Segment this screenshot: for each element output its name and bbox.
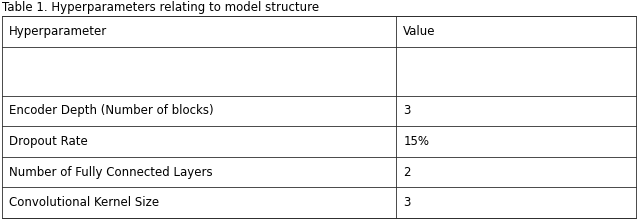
- Text: Encoder Depth (Number of blocks): Encoder Depth (Number of blocks): [9, 104, 214, 117]
- Text: Dropout Rate: Dropout Rate: [9, 135, 88, 148]
- Text: Hyperparameter: Hyperparameter: [9, 25, 108, 38]
- Text: 3: 3: [403, 196, 411, 209]
- Text: 3: 3: [403, 104, 411, 117]
- Text: Convolutional Kernel Size: Convolutional Kernel Size: [9, 196, 159, 209]
- Text: 2: 2: [403, 166, 411, 179]
- Text: Number of Fully Connected Layers: Number of Fully Connected Layers: [9, 166, 212, 179]
- Text: Table 1. Hyperparameters relating to model structure: Table 1. Hyperparameters relating to mod…: [2, 2, 319, 15]
- Text: 15%: 15%: [403, 135, 429, 148]
- Text: Value: Value: [403, 25, 436, 38]
